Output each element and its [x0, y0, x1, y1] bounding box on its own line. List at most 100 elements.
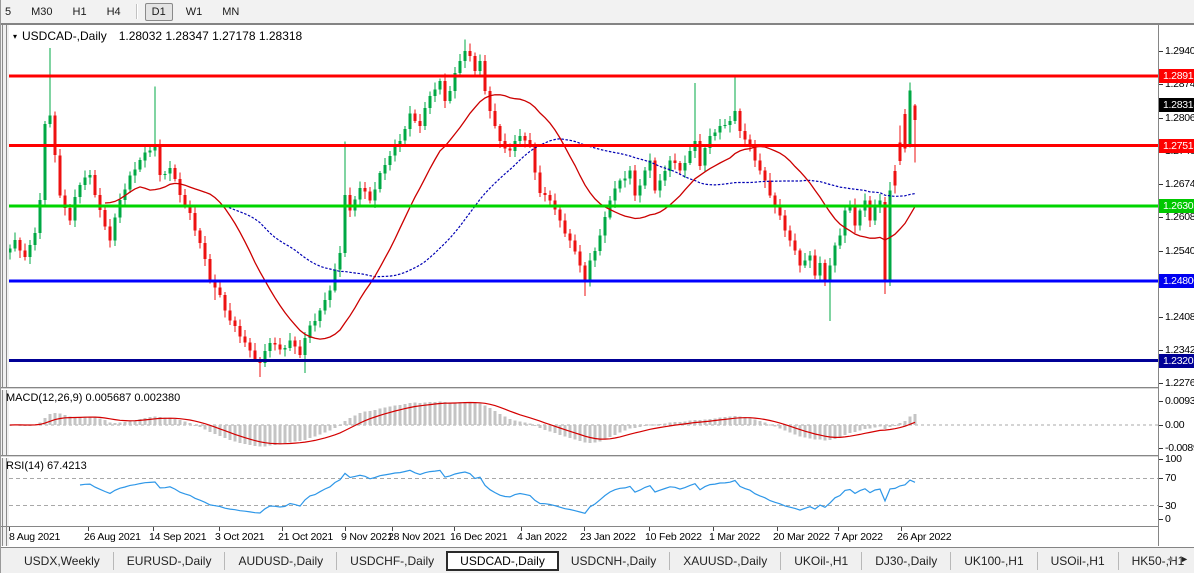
symbol-tab-hk50[interactable]: HK50-,H1 — [1117, 551, 1194, 570]
date-axis[interactable]: 8 Aug 2021 26 Aug 2021 14 Sep 2021 3 Oct 20… — [9, 527, 1158, 546]
timeframe-button-h1[interactable]: H1 — [72, 5, 87, 18]
price-tick-label: 1.26740 — [1165, 178, 1194, 190]
date-tick-mark — [282, 527, 283, 531]
price-tick-label: 1.23420 — [1165, 344, 1194, 356]
rsi-line — [79, 469, 916, 514]
date-tick-mark — [219, 527, 220, 531]
timeframe-button-m30[interactable]: M30 — [31, 5, 53, 18]
date-tick-mark — [521, 527, 522, 531]
chart-symbol-label: USDCAD-,Daily — [22, 29, 107, 43]
price-tick-mark — [1159, 425, 1163, 426]
symbol-tab-usdchf[interactable]: USDCHF-,Daily — [336, 551, 447, 570]
price-tick-label: 1.29400 — [1165, 45, 1194, 57]
pane-separator[interactable] — [1, 455, 1158, 458]
ma-fast-line — [104, 94, 916, 340]
price-tick-label: 30 — [1165, 500, 1177, 512]
date-tick-mark — [454, 527, 455, 531]
candlesticks — [9, 39, 917, 377]
rsi-chart[interactable] — [9, 458, 1158, 526]
date-tick-label: 3 Oct 2021 — [215, 531, 265, 543]
date-tick-label: 10 Feb 2022 — [645, 531, 702, 543]
symbol-tab-usdcad[interactable]: USDCAD-,Daily — [446, 550, 559, 571]
ma-slow-line — [224, 138, 916, 278]
price-tick-mark — [1159, 383, 1163, 384]
pane-separator[interactable] — [1, 387, 1158, 390]
price-tick-label: 1.26080 — [1165, 211, 1194, 223]
price-level-badge: 1.24800 — [1159, 274, 1194, 288]
date-tick-mark — [777, 527, 778, 531]
date-tick-mark — [88, 527, 89, 531]
price-level-badge: 1.23203 — [1159, 354, 1194, 368]
date-tick-label: 28 Nov 2021 — [388, 531, 446, 543]
timeframe-toolbar: 5 M30 H1 H4 D1 W1 MN — [1, 0, 1194, 23]
date-tick-mark — [392, 527, 393, 531]
symbol-tab-usdx[interactable]: USDX,Weekly — [24, 553, 100, 568]
timeframe-button-5[interactable]: 5 — [5, 5, 12, 18]
date-tick-label: 16 Dec 2021 — [450, 531, 508, 543]
date-tick-mark — [345, 527, 346, 531]
macd-signal-line — [9, 401, 916, 445]
price-tick-mark — [1159, 506, 1163, 507]
date-tick-label: 1 Mar 2022 — [709, 531, 761, 543]
macd-indicator-pane[interactable] — [9, 390, 1158, 455]
price-tick-label: 1.28060 — [1165, 112, 1194, 124]
date-tick-label: 26 Aug 2021 — [84, 531, 141, 543]
price-tick-mark — [1159, 519, 1163, 520]
price-level-badge: 1.27515 — [1159, 139, 1194, 153]
price-tick-mark — [1159, 459, 1163, 460]
price-tick-mark — [1159, 350, 1163, 351]
date-tick-mark — [9, 527, 10, 531]
price-tick-label: 0.009345 — [1165, 395, 1194, 407]
price-chart-pane[interactable] — [9, 25, 1158, 387]
price-tick-mark — [1159, 448, 1163, 449]
symbol-tab-ukoil[interactable]: UKOil-,H1 — [780, 551, 861, 570]
toolbar-separator — [135, 4, 137, 19]
timeframe-button-h4[interactable]: H4 — [106, 5, 121, 18]
chart-title: ▾ USDCAD-,Daily 1.28032 1.28347 1.27178 1.… — [13, 29, 302, 43]
date-tick-label: 9 Nov 2021 — [341, 531, 393, 543]
rsi-label: RSI(14) 67.4213 — [6, 460, 87, 472]
price-tick-label: 70 — [1165, 472, 1177, 484]
symbol-tab-eurusd[interactable]: EURUSD-,Daily — [112, 551, 225, 570]
price-tick-label: 0 — [1165, 513, 1171, 525]
price-tick-mark — [1159, 217, 1163, 218]
symbol-tab-usoil[interactable]: USOil-,H1 — [1036, 551, 1118, 570]
pane-separator — [1, 526, 1158, 527]
symbol-tab-audusd[interactable]: AUDUSD-,Daily — [224, 551, 336, 570]
date-tick-label: 21 Oct 2021 — [278, 531, 334, 543]
price-tick-mark — [1159, 478, 1163, 479]
rsi-indicator-pane[interactable] — [9, 458, 1158, 526]
tab-scroll-right-icon[interactable]: ► — [1180, 554, 1189, 564]
symbol-tab-uk100[interactable]: UK100-,H1 — [950, 551, 1036, 570]
date-tick-label: 23 Jan 2022 — [580, 531, 636, 543]
timeframe-buttons: 5 M30 H1 H4 D1 W1 MN — [1, 2, 249, 21]
price-tick-mark — [1159, 51, 1163, 52]
price-tick-mark — [1159, 317, 1163, 318]
date-tick-mark — [713, 527, 714, 531]
price-tick-label: 1.24080 — [1165, 311, 1194, 323]
symbol-tab-dj30[interactable]: DJ30-,Daily — [861, 551, 950, 570]
tab-scroll-arrows: ◄ ► — [1162, 554, 1192, 564]
price-axis[interactable]: 1.294001.287401.280601.274001.267401.260… — [1158, 25, 1194, 546]
price-tick-mark — [1159, 251, 1163, 252]
symbol-tab-usdcnh[interactable]: USDCNH-,Daily — [570, 553, 657, 568]
timeframe-button-d1[interactable]: D1 — [144, 2, 173, 21]
price-tick-label: -0.008902 — [1165, 442, 1194, 454]
chart-ohlc-quote: 1.28032 1.28347 1.27178 1.28318 — [118, 29, 303, 43]
timeframe-button-mn[interactable]: MN — [222, 5, 240, 18]
tab-scroll-left-icon[interactable]: ◄ — [1165, 554, 1175, 564]
price-tick-label: 0.00 — [1165, 419, 1185, 431]
candlestick-chart[interactable] — [9, 25, 1158, 387]
macd-chart[interactable] — [9, 390, 1158, 455]
date-tick-label: 4 Jan 2022 — [517, 531, 567, 543]
date-tick-mark — [649, 527, 650, 531]
macd-histogram — [9, 401, 917, 447]
date-tick-label: 20 Mar 2022 — [773, 531, 830, 543]
chart-dropdown-icon[interactable]: ▾ — [13, 32, 18, 41]
symbol-tab-xauusd[interactable]: XAUUSD-,Daily — [669, 551, 780, 570]
date-tick-mark — [901, 527, 902, 531]
macd-label: MACD(12,26,9) 0.005687 0.002380 — [6, 392, 181, 404]
date-tick-mark — [584, 527, 585, 531]
timeframe-button-w1[interactable]: W1 — [185, 5, 203, 18]
